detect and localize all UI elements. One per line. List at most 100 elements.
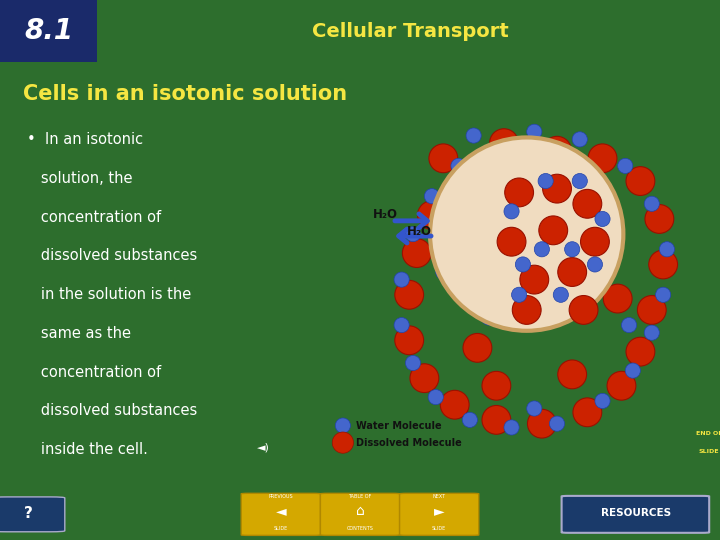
Circle shape xyxy=(558,258,587,286)
Circle shape xyxy=(595,393,610,408)
Circle shape xyxy=(501,159,530,188)
Circle shape xyxy=(511,287,527,302)
Circle shape xyxy=(607,372,636,400)
Circle shape xyxy=(637,295,666,325)
Text: concentration of: concentration of xyxy=(27,364,161,380)
Circle shape xyxy=(481,310,496,325)
Circle shape xyxy=(394,318,409,333)
Circle shape xyxy=(534,242,549,257)
Circle shape xyxy=(618,158,633,173)
Circle shape xyxy=(595,211,610,227)
Circle shape xyxy=(584,265,599,280)
Circle shape xyxy=(482,406,510,434)
Circle shape xyxy=(625,363,640,378)
Circle shape xyxy=(564,242,580,257)
Circle shape xyxy=(418,201,446,230)
Circle shape xyxy=(405,355,420,370)
Circle shape xyxy=(451,158,466,173)
Circle shape xyxy=(430,138,624,331)
Circle shape xyxy=(332,432,354,453)
Text: inside the cell.: inside the cell. xyxy=(27,442,148,457)
Circle shape xyxy=(626,338,654,366)
Text: concentration of: concentration of xyxy=(27,210,161,225)
Text: H₂O: H₂O xyxy=(373,208,398,221)
Text: ?: ? xyxy=(24,506,33,521)
Circle shape xyxy=(573,398,602,427)
FancyBboxPatch shape xyxy=(0,497,65,532)
Text: Cells in an isotonic solution: Cells in an isotonic solution xyxy=(24,84,348,104)
Circle shape xyxy=(543,136,572,165)
Circle shape xyxy=(572,173,588,188)
Text: H₂O: H₂O xyxy=(408,225,432,238)
Text: CONTENTS: CONTENTS xyxy=(346,526,374,531)
Circle shape xyxy=(516,257,531,272)
Text: Water Molecule: Water Molecule xyxy=(356,421,442,430)
FancyBboxPatch shape xyxy=(562,496,709,533)
Circle shape xyxy=(569,295,598,325)
Text: ⌂: ⌂ xyxy=(356,504,364,518)
Text: Cellular Transport: Cellular Transport xyxy=(312,22,509,40)
Text: END OF: END OF xyxy=(696,431,720,436)
Circle shape xyxy=(441,390,469,419)
Circle shape xyxy=(466,128,481,143)
Text: Dissolved Molecule: Dissolved Molecule xyxy=(356,437,462,448)
Text: 8.1: 8.1 xyxy=(24,17,73,45)
Circle shape xyxy=(645,205,674,233)
Text: in the solution is the: in the solution is the xyxy=(27,287,192,302)
Circle shape xyxy=(504,204,519,219)
Text: PREVIOUS: PREVIOUS xyxy=(269,494,293,499)
Circle shape xyxy=(410,364,438,393)
Circle shape xyxy=(497,227,526,256)
FancyArrowPatch shape xyxy=(395,214,427,228)
Circle shape xyxy=(424,188,439,204)
Circle shape xyxy=(539,216,567,245)
Text: NEXT: NEXT xyxy=(433,494,446,499)
FancyBboxPatch shape xyxy=(400,494,479,535)
Circle shape xyxy=(436,265,451,280)
FancyBboxPatch shape xyxy=(0,0,97,62)
Circle shape xyxy=(395,280,423,309)
Circle shape xyxy=(558,360,587,389)
Circle shape xyxy=(649,250,678,279)
Circle shape xyxy=(543,174,572,203)
Circle shape xyxy=(644,196,660,211)
Circle shape xyxy=(428,389,444,404)
Circle shape xyxy=(538,173,553,188)
Text: ◄: ◄ xyxy=(276,504,286,518)
Circle shape xyxy=(402,239,431,267)
Circle shape xyxy=(626,167,654,195)
Circle shape xyxy=(588,257,603,272)
Circle shape xyxy=(448,171,477,199)
Circle shape xyxy=(482,372,510,400)
Circle shape xyxy=(588,227,617,256)
Circle shape xyxy=(553,287,568,302)
Circle shape xyxy=(463,333,492,362)
Text: dissolved substances: dissolved substances xyxy=(27,248,197,264)
Circle shape xyxy=(429,144,458,173)
Circle shape xyxy=(603,284,632,313)
Circle shape xyxy=(580,227,609,256)
Text: same as the: same as the xyxy=(27,326,131,341)
Text: SLIDE: SLIDE xyxy=(274,526,288,531)
Text: SLIDE: SLIDE xyxy=(432,526,446,531)
Circle shape xyxy=(395,326,423,355)
FancyArrowPatch shape xyxy=(399,229,431,243)
Circle shape xyxy=(336,418,351,433)
Circle shape xyxy=(527,124,542,139)
Circle shape xyxy=(504,420,519,435)
Circle shape xyxy=(462,413,477,428)
Circle shape xyxy=(644,325,660,340)
Circle shape xyxy=(490,129,518,158)
Circle shape xyxy=(572,132,588,147)
Text: solution, the: solution, the xyxy=(27,171,132,186)
Circle shape xyxy=(621,318,636,333)
FancyBboxPatch shape xyxy=(241,494,320,535)
Circle shape xyxy=(660,242,675,257)
Circle shape xyxy=(505,178,534,207)
Text: •  In an isotonic: • In an isotonic xyxy=(27,132,143,147)
Circle shape xyxy=(520,265,549,294)
Circle shape xyxy=(656,287,671,302)
Circle shape xyxy=(394,272,409,287)
Circle shape xyxy=(513,295,541,325)
Text: RESOURCES: RESOURCES xyxy=(600,508,671,518)
